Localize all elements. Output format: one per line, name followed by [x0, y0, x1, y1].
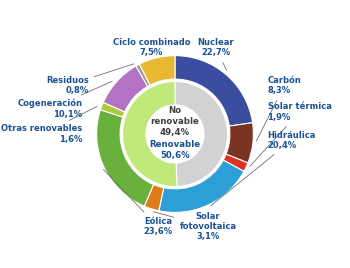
Wedge shape: [103, 66, 148, 112]
Wedge shape: [226, 123, 253, 163]
Text: No
renovable
49,4%: No renovable 49,4%: [150, 106, 200, 137]
Text: Renovable
50,6%: Renovable 50,6%: [149, 140, 201, 160]
Wedge shape: [139, 55, 175, 85]
Text: Eólica
23,6%: Eólica 23,6%: [103, 169, 172, 236]
Text: Residuos
0,8%: Residuos 0,8%: [46, 64, 134, 95]
Text: Solar
fotovoltaica
3,1%: Solar fotovoltaica 3,1%: [153, 212, 237, 241]
Wedge shape: [136, 64, 150, 86]
Wedge shape: [223, 154, 248, 171]
Wedge shape: [97, 110, 154, 206]
Wedge shape: [100, 102, 125, 117]
Text: Solar térmica
1,9%: Solar térmica 1,9%: [250, 102, 331, 166]
Wedge shape: [144, 184, 164, 211]
Text: Ciclo combinado
7,5%: Ciclo combinado 7,5%: [113, 38, 190, 57]
Text: Otras renovables
1,6%: Otras renovables 1,6%: [1, 106, 97, 144]
Wedge shape: [122, 81, 177, 187]
Text: Nuclear
22,7%: Nuclear 22,7%: [197, 38, 234, 70]
Wedge shape: [175, 81, 228, 187]
Text: Carbón
8,3%: Carbón 8,3%: [257, 76, 301, 141]
Wedge shape: [175, 55, 253, 126]
Text: Cogeneración
10,1%: Cogeneración 10,1%: [18, 81, 112, 119]
Text: Hidráulica
20,4%: Hidráulica 20,4%: [211, 131, 316, 206]
Wedge shape: [159, 160, 244, 213]
